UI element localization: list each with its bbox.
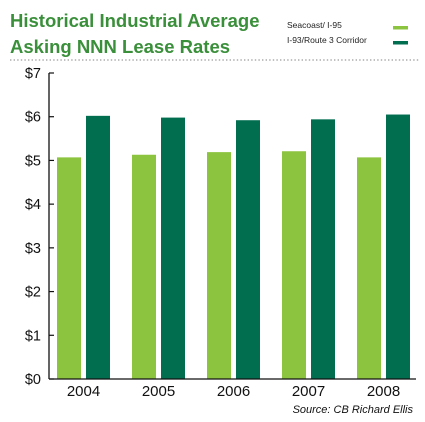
bar-2005-i93 [161, 117, 185, 380]
bars [57, 114, 410, 380]
y-tick-label: $2 [25, 285, 41, 301]
y-tick-label: $0 [25, 372, 41, 388]
legend-label-seacoast: Seacoast/ I-95 [287, 20, 342, 30]
legend-swatch-i93 [393, 41, 408, 45]
bar-2008-i93 [386, 114, 410, 380]
y-axis: $0 $1 $2 $3 $4 $5 $6 $7 [25, 66, 54, 388]
x-tick-label: 2007 [292, 383, 325, 400]
bar-2005-seacoast [132, 154, 156, 379]
bar-2007-i93 [311, 119, 335, 379]
bar-2006-seacoast [207, 152, 231, 379]
x-axis: 2004 2005 2006 2007 2008 [49, 378, 416, 400]
source-note: Source: CB Richard Ellis [293, 404, 414, 416]
y-tick-label: $1 [25, 328, 41, 344]
x-tick-label: 2005 [142, 383, 175, 400]
bar-2004-seacoast [57, 157, 81, 379]
legend-swatch-seacoast [393, 26, 408, 30]
x-tick-label: 2006 [217, 383, 250, 400]
y-tick-label: $4 [25, 197, 41, 213]
chart-title-line-1: Historical Industrial Average [10, 10, 260, 31]
legend: Seacoast/ I-95 I-93/Route 3 Corridor [287, 20, 408, 45]
bar-2006-i93 [236, 120, 260, 379]
x-tick-label: 2004 [67, 383, 100, 400]
y-tick-label: $5 [25, 153, 41, 169]
bar-2004-i93 [86, 115, 110, 379]
bar-2008-seacoast [357, 157, 381, 379]
chart-title-line-2: Asking NNN Lease Rates [10, 36, 230, 57]
legend-label-i93: I-93/Route 3 Corridor [287, 35, 367, 45]
y-tick-label: $3 [25, 241, 41, 257]
y-tick-label: $6 [25, 110, 41, 126]
bar-2007-seacoast [282, 151, 306, 379]
chart-title: Historical Industrial Average Asking NNN… [10, 10, 260, 57]
x-tick-label: 2008 [367, 383, 400, 400]
y-tick-label: $7 [25, 66, 41, 82]
